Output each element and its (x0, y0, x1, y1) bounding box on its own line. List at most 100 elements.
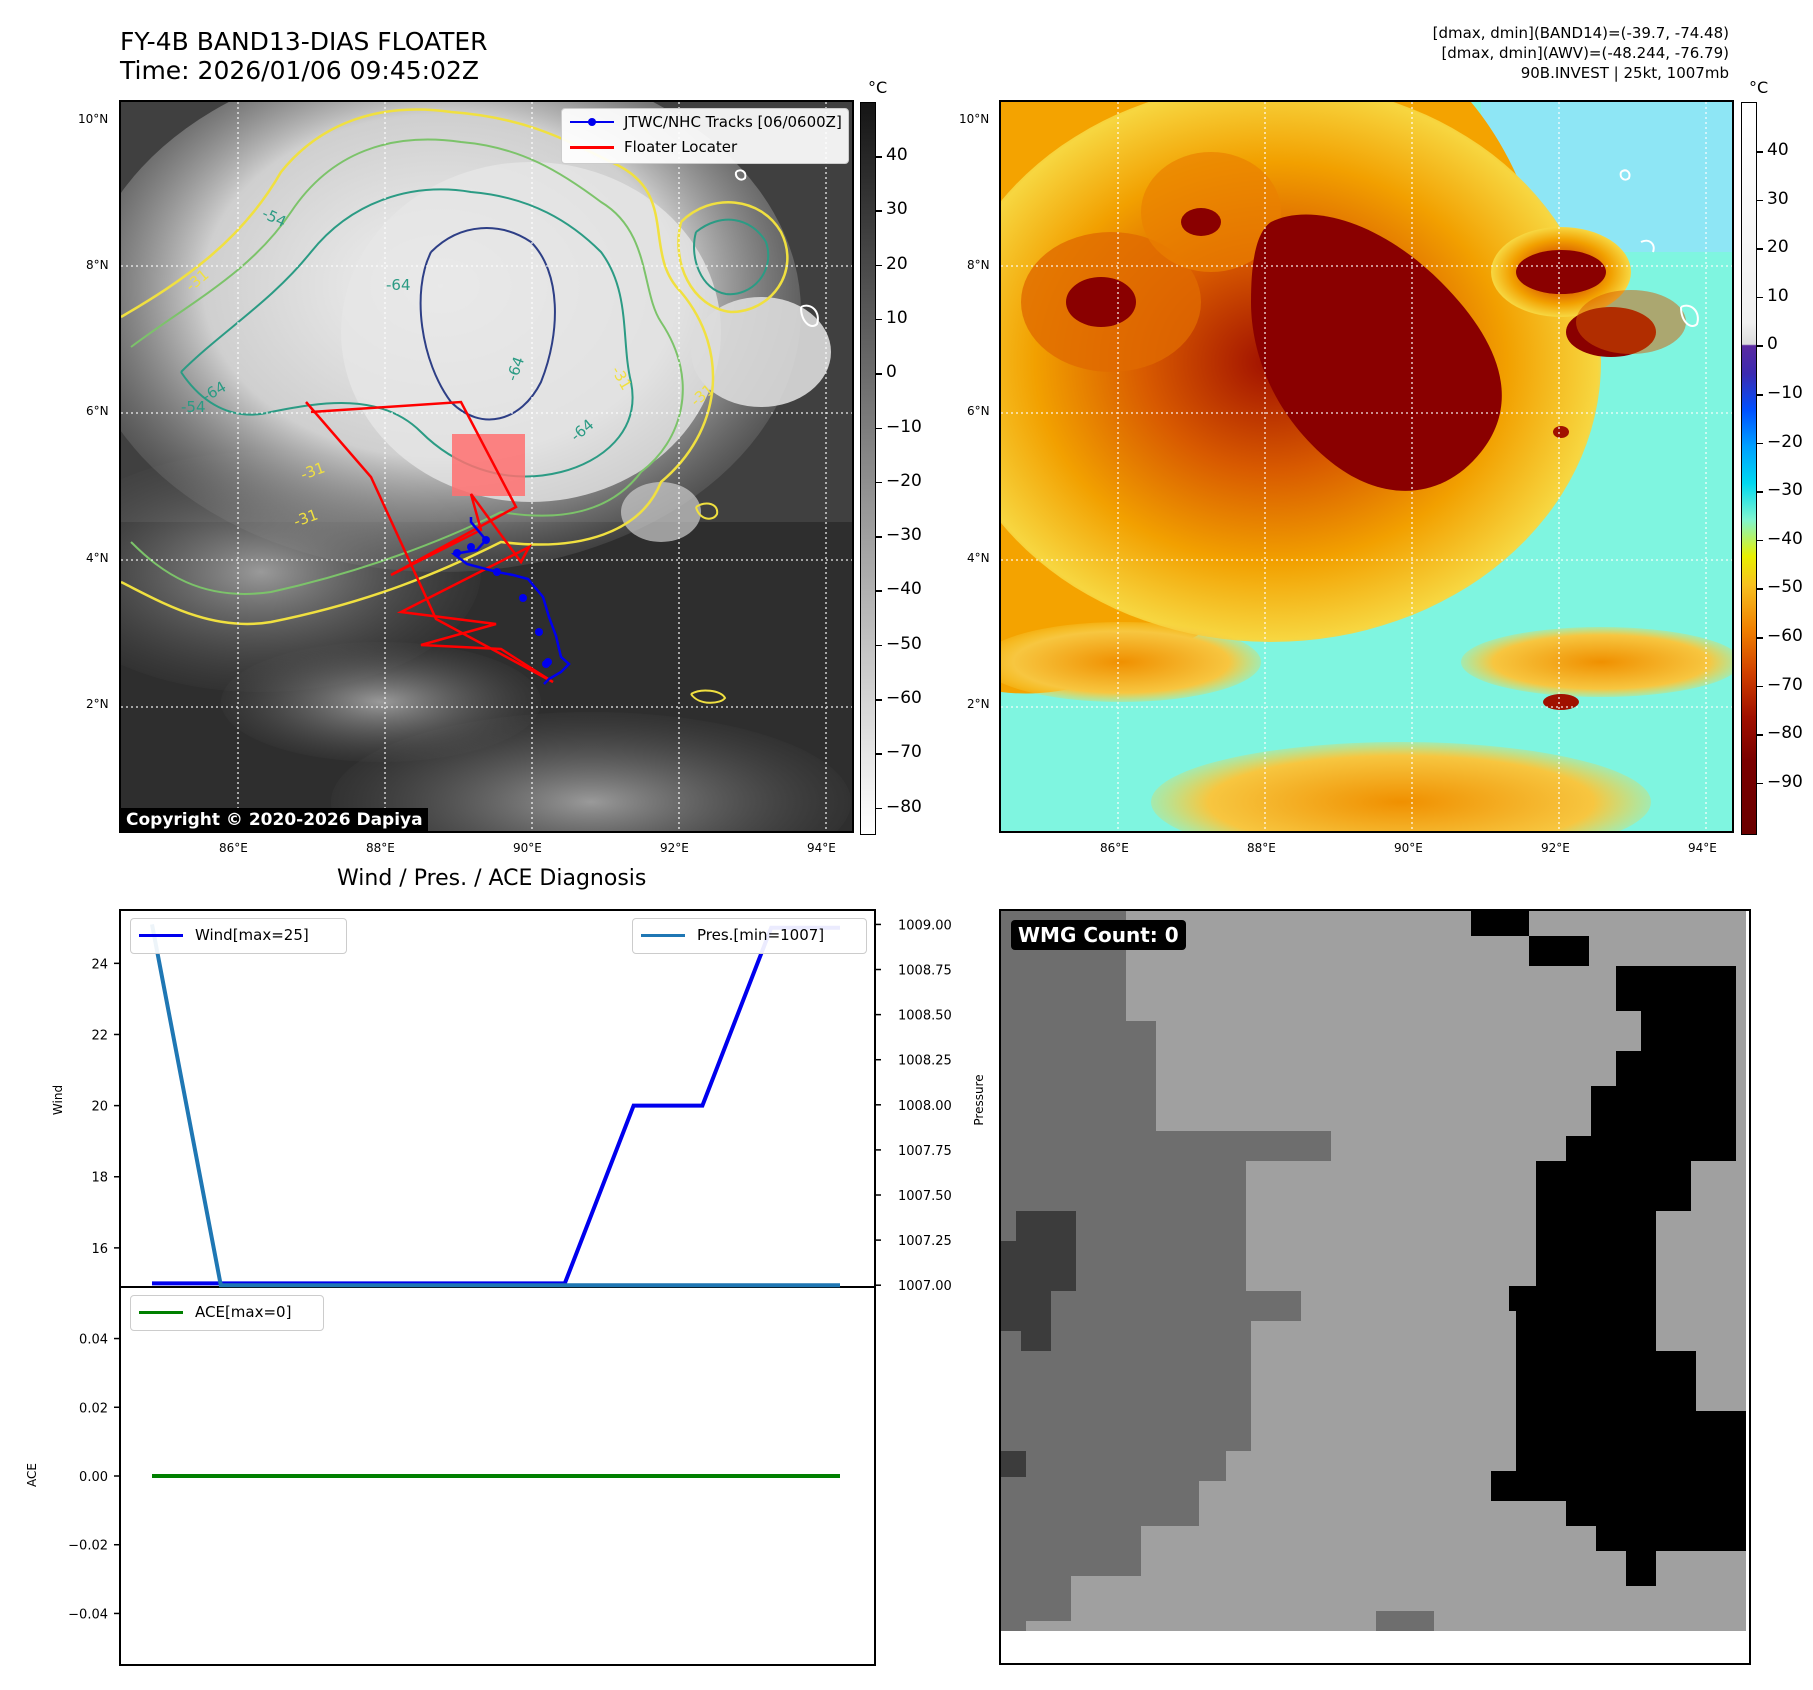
axis-tick-label: 1008.25 (898, 1054, 952, 1069)
colorbar-tick-label: −40 (886, 579, 922, 600)
lat-label: 8°N (967, 258, 990, 272)
colorbar-tick-label: −50 (1767, 577, 1803, 598)
colorbar-tick-label: −10 (886, 416, 922, 437)
axis-tick-label: −0.02 (68, 1539, 108, 1554)
wmg-image (1001, 911, 1749, 1663)
bd-map-image (1001, 102, 1732, 831)
axis-tick-label: 0.04 (79, 1333, 108, 1348)
colorbar-tick-label: −80 (886, 796, 922, 817)
lon-label: 86°E (219, 841, 248, 855)
colorbar-tick-label: −80 (1767, 723, 1803, 744)
axis-tick-label: 20 (91, 1100, 108, 1115)
colorbar-tick-mark (1757, 345, 1763, 347)
info-band14: [dmax, dmin](BAND14)=(-39.7, -74.48) (1432, 24, 1729, 42)
wind-legend-icon (139, 933, 183, 937)
title-line-1: FY-4B BAND13-DIAS FLOATER (120, 27, 488, 56)
ace-axis-label: ACE (25, 1463, 39, 1487)
pressure-legend: Pres.[min=1007] (632, 918, 867, 954)
axis-tick-label: −0.04 (68, 1607, 108, 1622)
locater-legend-icon (570, 145, 614, 149)
colorbar-tick-label: −60 (886, 688, 922, 708)
ir-map-panel: -64 -31 -54 -64 -54 -31 -31 -64 -31 -31 … (119, 100, 854, 833)
colorbar-tick-label: 20 (1767, 237, 1789, 258)
wmg-panel (999, 909, 1751, 1665)
lat-label: 10°N (78, 112, 109, 126)
lon-label: 90°E (1394, 841, 1423, 855)
axis-tick-label: 18 (91, 1171, 108, 1186)
colorbar-tick-label: 40 (886, 145, 908, 165)
lon-label: 94°E (1688, 841, 1717, 855)
colorbar-tick-label: 10 (886, 307, 908, 328)
colorbar-tick-label: 40 (1767, 140, 1789, 160)
axis-tick-label: 1007.00 (898, 1279, 952, 1294)
colorbar-tick-mark (876, 264, 882, 267)
wind-axis-label: Wind (51, 1085, 65, 1115)
lat-label: 2°N (86, 697, 109, 711)
track-legend-icon (570, 118, 614, 126)
info-storm: 90B.INVEST | 25kt, 1007mb (1520, 64, 1729, 82)
colorbar-tick-label: 10 (1767, 285, 1789, 306)
colorbar-tick-mark (1757, 296, 1763, 299)
colorbar-tick-label: −30 (1767, 480, 1803, 501)
lat-label: 6°N (86, 404, 109, 418)
axis-tick-label: 16 (91, 1242, 108, 1257)
colorbar-tick-mark (876, 807, 882, 810)
bd-colorbar-unit: °C (1749, 78, 1769, 97)
wind-pres-axes (119, 909, 876, 1289)
colorbar-tick-mark (1757, 199, 1763, 202)
axis-tick-label: 1009.00 (898, 918, 952, 933)
wind-axis-ticks: 24 22 20 18 16 (91, 957, 120, 1257)
colorbar-tick-label: 20 (886, 253, 908, 274)
title-line-2: Time: 2026/01/06 09:45:02Z (120, 56, 479, 85)
colorbar-tick-mark (876, 590, 882, 592)
lon-label: 94°E (807, 841, 836, 855)
bd-colorbar (1741, 102, 1757, 835)
colorbar-tick-mark (1757, 539, 1763, 542)
ace-legend-label: ACE[max=0] (195, 1303, 292, 1321)
ace-legend-icon (139, 1310, 183, 1314)
axis-tick-label: 1008.50 (898, 1009, 952, 1024)
colorbar-tick-label: 30 (886, 199, 908, 220)
lon-label: 92°E (660, 841, 689, 855)
axis-tick-label: 1007.75 (898, 1144, 952, 1159)
colorbar-tick-label: 0 (886, 362, 897, 383)
lat-label: 2°N (967, 697, 990, 711)
colorbar-tick-mark (1757, 491, 1763, 493)
colorbar-tick-mark (876, 427, 882, 429)
colorbar-tick-label: −70 (1767, 674, 1803, 695)
lon-label: 90°E (513, 841, 542, 855)
axis-tick-label: 1008.75 (898, 964, 952, 979)
colorbar-tick-mark (1757, 151, 1763, 153)
lat-label: 4°N (86, 551, 109, 565)
wind-legend-label: Wind[max=25] (195, 926, 309, 944)
floater-box (452, 434, 525, 496)
lat-label: 4°N (967, 551, 990, 565)
lat-label: 6°N (967, 404, 990, 418)
colorbar-tick-mark (1757, 685, 1763, 688)
colorbar-tick-mark (876, 699, 882, 701)
colorbar-tick-label: −50 (886, 633, 922, 654)
ace-axis-ticks: 0.04 0.02 0.00 −0.02 −0.04 (68, 1333, 120, 1622)
ir-map-legend: JTWC/NHC Tracks [06/0600Z] Floater Locat… (561, 108, 849, 164)
diagnosis-title: Wind / Pres. / ACE Diagnosis (337, 866, 647, 891)
jtwc-track-line (450, 517, 571, 685)
pressure-axis-label: Pressure (972, 1074, 986, 1125)
wmg-count-badge: WMG Count: 0 (1011, 920, 1186, 950)
track-legend-label: JTWC/NHC Tracks [06/0600Z] (624, 113, 842, 131)
colorbar-tick-label: −30 (886, 525, 922, 546)
pressure-series-line (150, 924, 840, 1288)
pressure-legend-label: Pres.[min=1007] (697, 926, 825, 944)
copyright-badge: Copyright © 2020-2026 Dapiya (121, 808, 428, 831)
colorbar-tick-mark (876, 644, 882, 647)
colorbar-tick-mark (1757, 588, 1763, 590)
lat-label: 10°N (959, 112, 990, 126)
jtwc-track-points (453, 536, 552, 668)
colorbar-tick-label: −90 (1767, 771, 1803, 792)
axis-tick-label: 22 (91, 1028, 108, 1043)
lat-label: 8°N (86, 258, 109, 272)
colorbar-tick-label: −10 (1767, 383, 1803, 403)
colorbar-tick-mark (876, 753, 882, 755)
lon-label: 86°E (1100, 841, 1129, 855)
info-awv: [dmax, dmin](AWV)=(-48.244, -76.79) (1441, 44, 1729, 62)
